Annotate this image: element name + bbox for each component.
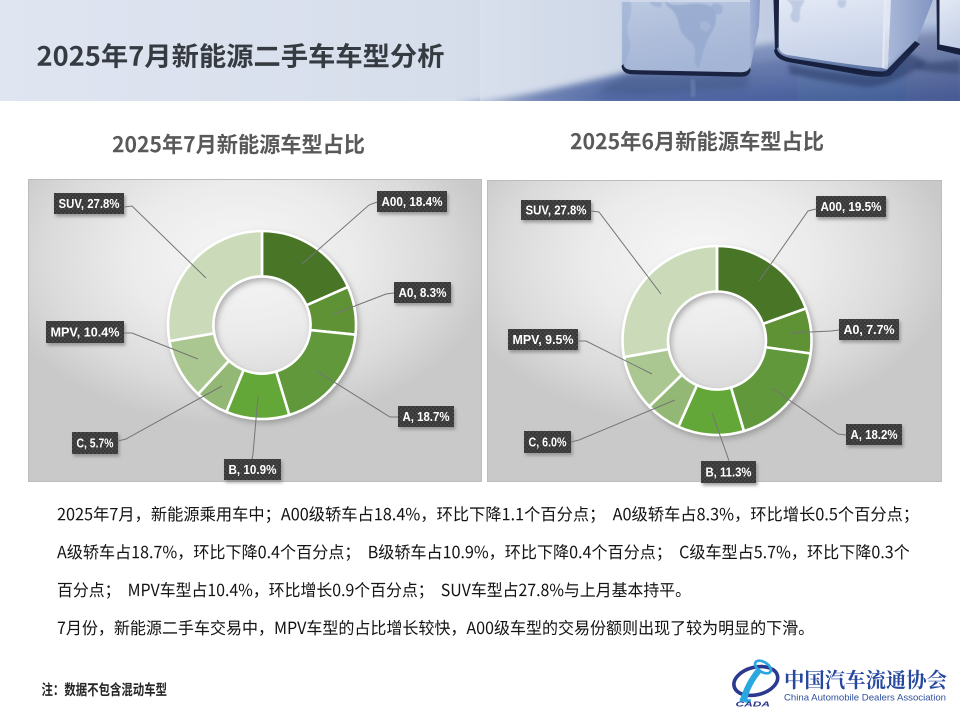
svg-text:C, 6.0%: C, 6.0%: [529, 435, 567, 450]
svg-text:A, 18.7%: A, 18.7%: [403, 409, 450, 424]
svg-text:CADA: CADA: [736, 700, 771, 709]
svg-text:MPV, 9.5%: MPV, 9.5%: [513, 332, 574, 347]
svg-text:SUV, 27.8%: SUV, 27.8%: [526, 203, 587, 218]
svg-text:MPV, 10.4%: MPV, 10.4%: [51, 325, 120, 340]
svg-text:A0, 7.7%: A0, 7.7%: [844, 322, 895, 337]
svg-text:SUV, 27.8%: SUV, 27.8%: [59, 196, 120, 211]
svg-text:B, 10.9%: B, 10.9%: [229, 462, 277, 477]
svg-text:China Automobile Dealers Assoc: China Automobile Dealers Association: [784, 693, 946, 703]
svg-text:A00, 19.5%: A00, 19.5%: [821, 199, 882, 214]
svg-text:A, 18.2%: A, 18.2%: [851, 427, 898, 442]
svg-text:A0, 8.3%: A0, 8.3%: [399, 285, 447, 300]
svg-text:C, 5.7%: C, 5.7%: [77, 436, 114, 451]
svg-text:B, 11.3%: B, 11.3%: [706, 465, 752, 480]
svg-text:A00, 18.4%: A00, 18.4%: [382, 194, 443, 209]
